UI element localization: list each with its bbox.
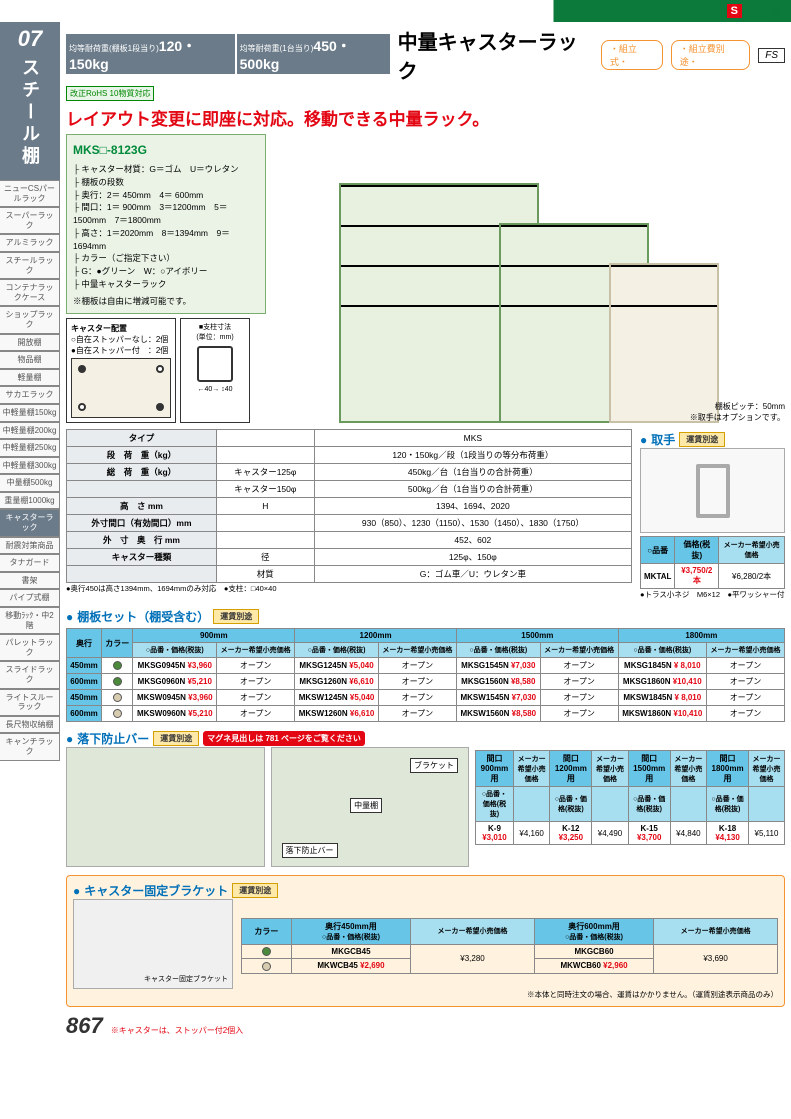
- shelf-set-table: 奥行カラー900mm1200mm1500mm1800mm○品番・価格(税抜)メー…: [66, 628, 785, 722]
- section-title: スチール棚: [17, 58, 43, 168]
- fall-bar-illust-1: [66, 747, 265, 867]
- bracket-note: ※本体と同時注文の場合、運賃はかかりません。（運賃別途表示商品のみ）: [73, 989, 778, 1000]
- side-tab[interactable]: パレットラック: [0, 634, 60, 661]
- sidebar: 07 スチール棚 ニューCSパールラックスーパーラックアルミラックスチールラック…: [0, 22, 60, 1043]
- product-image: 棚板ピッチ：50mm ※取手はオプションです。: [272, 134, 785, 423]
- magnet-badge: マグネ見出しは 781 ページをご覧ください: [203, 731, 365, 746]
- caster-footnote: ※キャスターは、ストッパー付2個入: [111, 1025, 243, 1036]
- handle-option-note: ※取手はオプションです。: [690, 412, 785, 423]
- side-tab[interactable]: ライトスルーラック: [0, 689, 60, 716]
- side-tab[interactable]: ニューCSパールラック: [0, 180, 60, 207]
- bracket-title: キャスター固定ブラケット: [84, 882, 228, 899]
- side-tab[interactable]: 重量棚1000kg: [0, 492, 60, 510]
- side-tab[interactable]: 中軽量棚300kg: [0, 457, 60, 475]
- bracket-table: カラー奥行450mm用○品番・価格(税抜)メーカー希望小売価格奥行600mm用○…: [241, 918, 778, 974]
- fall-bar-table: 間口900mm用メーカー希望小売価格間口1200mm用メーカー希望小売価格間口1…: [475, 750, 785, 845]
- fall-bar-illust-2: ブラケット 中量棚 落下防止バー: [271, 747, 470, 867]
- side-tab[interactable]: 中軽量棚250kg: [0, 439, 60, 457]
- side-tab[interactable]: アルミラック: [0, 234, 60, 252]
- rohs-badge: 改正RoHS 10物質対応: [66, 86, 154, 101]
- side-tab[interactable]: 軽量棚: [0, 369, 60, 387]
- caster-layout-box: キャスター配置 ○自在ストッパーなし：2個 ●自在ストッパー付 ：2個: [66, 318, 176, 423]
- side-tab[interactable]: コンテナラックケース: [0, 279, 60, 306]
- logo-text: サカエ: [744, 3, 783, 20]
- side-tab[interactable]: スライドラック: [0, 661, 60, 688]
- pill-fee: ・組立費別途・: [671, 40, 750, 70]
- logo-s: S: [727, 4, 742, 18]
- pill-assembly: ・組立式・: [601, 40, 663, 70]
- bracket-image: キャスター固定ブラケット: [73, 899, 233, 989]
- side-tab[interactable]: キャスターラック: [0, 509, 60, 536]
- model-code: MKS□-8123G: [73, 141, 259, 159]
- header: S サカエ: [0, 0, 791, 22]
- side-tab[interactable]: ショップラック: [0, 306, 60, 333]
- side-tab[interactable]: スチールラック: [0, 252, 60, 279]
- model-spec-box: MKS□-8123G ├ キャスター材質：G＝ゴム U＝ウレタン├ 棚板の段数├…: [66, 134, 266, 314]
- handle-price-table: ○品番価格(税抜)メーカー希望小売価格 MKTAL¥3,750/2本¥6,280…: [640, 536, 785, 589]
- side-tab[interactable]: 中軽量棚150kg: [0, 404, 60, 422]
- side-tab[interactable]: 長尺物収納棚: [0, 716, 60, 734]
- side-tab[interactable]: タナガード: [0, 554, 60, 572]
- page-number: 867: [66, 1013, 103, 1039]
- section-number: 07: [0, 26, 60, 52]
- shelf-set-title: 棚板セット（棚受含む）: [77, 608, 209, 625]
- handle-title: 取手: [651, 431, 675, 448]
- side-tab[interactable]: スーパーラック: [0, 207, 60, 234]
- pitch-note: 棚板ピッチ：50mm: [690, 401, 785, 412]
- load-badge-shelf: 均等耐荷重(棚板1段当り)120・150kg: [66, 34, 235, 74]
- handle-image: [640, 448, 785, 533]
- side-tab[interactable]: 耐震対策商品: [0, 537, 60, 555]
- pillar-dimension-box: ■支柱寸法 (単位：mm) ←40→ ↕40: [180, 318, 250, 423]
- side-tab[interactable]: 物品棚: [0, 351, 60, 369]
- side-tab[interactable]: 書架: [0, 572, 60, 590]
- fs-badge: FS: [758, 48, 785, 63]
- spec-table: タイプMKS段 荷 重（kg）120・150kg／段（1段当りの等分布荷重）総 …: [66, 429, 632, 583]
- side-tab[interactable]: 中軽量棚200kg: [0, 422, 60, 440]
- spec-table-note: ●奥行450は高さ1394mm、1694mmのみ対応 ●支柱：□40×40: [66, 583, 632, 594]
- side-tab[interactable]: 中量棚500kg: [0, 474, 60, 492]
- product-title: 中量キャスターラック: [398, 26, 593, 84]
- load-badge-unit: 均等耐荷重(1台当り)450・500kg: [237, 34, 390, 74]
- side-tab[interactable]: パイプ式棚: [0, 589, 60, 607]
- fall-bar-title: 落下防止バー: [77, 730, 149, 747]
- headline: レイアウト変更に即座に対応。移動できる中量ラック。: [66, 105, 785, 130]
- side-tab[interactable]: 移動ﾗｯｸ・中2階: [0, 607, 60, 634]
- side-tab[interactable]: サカエラック: [0, 386, 60, 404]
- side-tab[interactable]: キャンチラック: [0, 733, 60, 760]
- spec-note: ※棚板は自由に増減可能です。: [73, 295, 259, 308]
- side-tab[interactable]: 開放棚: [0, 334, 60, 352]
